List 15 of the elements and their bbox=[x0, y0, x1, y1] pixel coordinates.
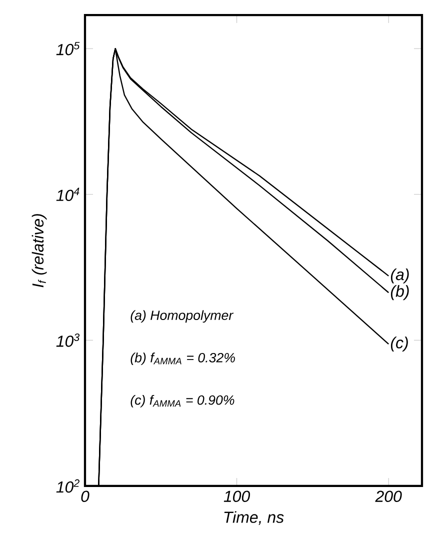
y-axis-title: I$_{f}$ (relative) bbox=[32, 214, 47, 288]
x-axis-title: Time, ns bbox=[224, 511, 284, 525]
x-tick-label: 200 bbox=[375, 490, 402, 502]
annotation: (c) f$_{AMMA}$ = 0.90% bbox=[130, 395, 234, 408]
annotation: (b) bbox=[390, 285, 409, 300]
x-tick-label: 100 bbox=[224, 490, 250, 502]
annotation: (a) bbox=[390, 268, 409, 284]
annotation: (b) f$_{AMMA}$ = 0.32% bbox=[130, 352, 235, 366]
annotation: (a) Homopolymer bbox=[130, 310, 234, 323]
y-tick-label: 10$^{3}$ bbox=[56, 333, 80, 347]
x-tick-label: 0 bbox=[81, 490, 90, 502]
y-tick-label: 10$^{5}$ bbox=[56, 42, 80, 56]
annotation: (c) bbox=[390, 336, 408, 352]
y-tick-label: 10$^{2}$ bbox=[56, 479, 80, 493]
y-tick-label: 10$^{4}$ bbox=[56, 188, 80, 202]
